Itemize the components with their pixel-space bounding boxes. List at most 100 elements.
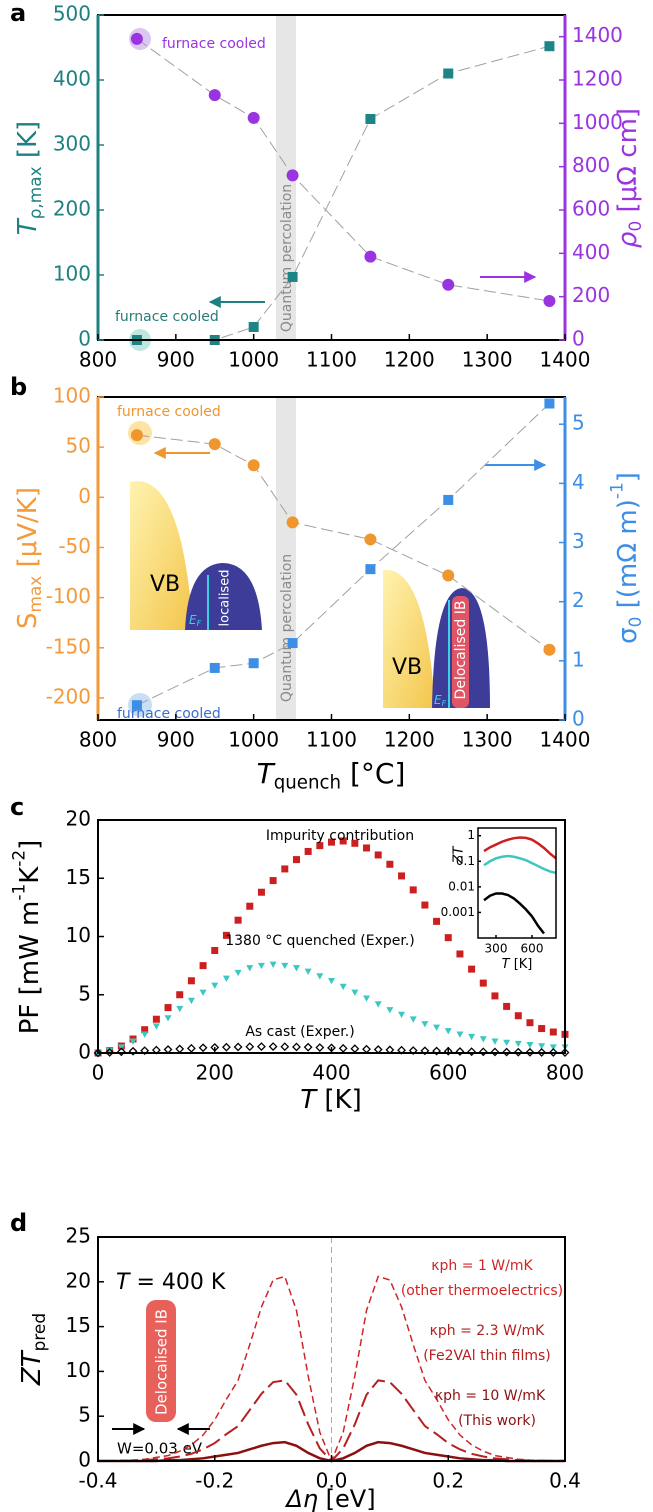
band-label: Delocalised IB [453,601,469,700]
x-tick-label: 600 [521,942,544,956]
y2-tick-label: 5 [572,411,585,435]
marker [362,1044,371,1054]
x-tick-label: 800 [79,728,117,752]
marker [292,965,300,972]
y-axis-label-part: [K] [13,121,43,167]
x-tick-label: 0.0 [316,1469,348,1493]
band-inset-delocalised: VB EF Delocalised IB [383,569,490,708]
band-label: VB [392,655,422,680]
valence-band [130,481,193,630]
y-axis-label-part: [μV/K] [13,487,43,576]
marker [186,1043,196,1053]
y2-tick-label: 1000 [572,110,623,134]
marker [364,250,377,263]
marker [140,1046,150,1056]
marker [398,872,406,880]
y-tick-label: 200 [53,197,91,221]
marker [208,89,221,102]
marker [222,931,230,939]
y-tick-label: 0 [78,1040,91,1064]
fermi-part: F [442,699,447,708]
y-tick-label: 400 [53,67,91,91]
x-axis-label-part: Δη [284,1485,318,1512]
marker [514,1012,522,1020]
marker [175,1044,185,1054]
marker [456,1031,464,1038]
marker [164,1015,172,1022]
y2-tick-label: 3 [572,529,585,553]
y-tick-label: -150 [46,634,91,658]
plot-frame [97,14,566,341]
marker [338,1043,348,1053]
marker [281,865,289,873]
marker [442,278,455,291]
x-tick-label: 600 [429,1061,467,1085]
marker [351,989,359,996]
marker [152,1023,160,1030]
annotation: W=0.03 eV [117,1440,203,1458]
marker [246,965,254,972]
marker [247,459,260,472]
y-axis-label: PF [mW m-1K-2] [9,840,45,1035]
marker [129,1038,137,1045]
marker [409,1016,417,1023]
annotation: T = 400 K [116,1270,226,1295]
marker [543,643,556,656]
y2-axis-label: σ0 [(mΩ m)-1] [607,472,645,644]
y2-axis-label-part: [(mΩ m) [613,499,643,616]
marker [386,1007,394,1014]
y2-tick-label: 2 [572,588,585,612]
y-tick-label: 0.001 [441,905,475,919]
marker [286,169,299,182]
marker [303,1042,313,1052]
annotation: furnace cooled [115,309,219,325]
y2-axis-label-part: σ [613,627,643,643]
delocalised-band [452,596,469,708]
annotation: furnace cooled [117,706,221,722]
y-axis-label-part: -1 [9,884,29,901]
plot-frame [477,827,557,939]
y-tick-label: 10 [66,1358,91,1382]
marker [130,32,143,45]
y-tick-label: 0.1 [456,854,475,868]
x-tick-label: 400 [312,1061,350,1085]
marker [247,111,260,124]
y-tick-label: 20 [66,1268,91,1292]
y-tick-label: 25 [66,1224,91,1248]
marker [269,961,277,968]
marker [211,982,219,989]
x-tick-label: 300 [485,942,508,956]
y2-tick-label: 1200 [572,67,623,91]
marker [316,973,324,980]
y-axis-label-part: ] [15,840,45,850]
marker [443,494,454,505]
marker [363,844,371,852]
y-tick-label: 5 [78,1403,91,1427]
marker [351,839,359,847]
marker [467,1047,477,1057]
y-axis-label-part: -2 [9,850,29,867]
y-tick-label: 100 [53,384,91,408]
impurity-band [185,563,262,630]
marker [537,1048,547,1057]
marker [420,1046,430,1056]
marker [128,1046,138,1056]
x-tick-label: 800 [546,1061,584,1085]
x-axis-label: Tquench [°C] [257,757,406,793]
y-axis-label-part: ZT [17,1349,47,1386]
y-tick-label: 0 [78,484,91,508]
marker [316,842,324,850]
panel-label: b [10,373,27,401]
marker [544,41,555,52]
marker [514,1040,522,1048]
y2-tick-label: 800 [572,153,610,177]
y-axis-label-part: S [13,613,43,630]
x-tick-label: 0.4 [549,1469,581,1493]
marker [245,1042,255,1052]
marker [479,979,487,987]
x-tick-label: 1200 [384,728,435,752]
annotation: Quantum percolation [279,554,295,702]
marker [491,1038,499,1045]
connector [136,38,550,302]
